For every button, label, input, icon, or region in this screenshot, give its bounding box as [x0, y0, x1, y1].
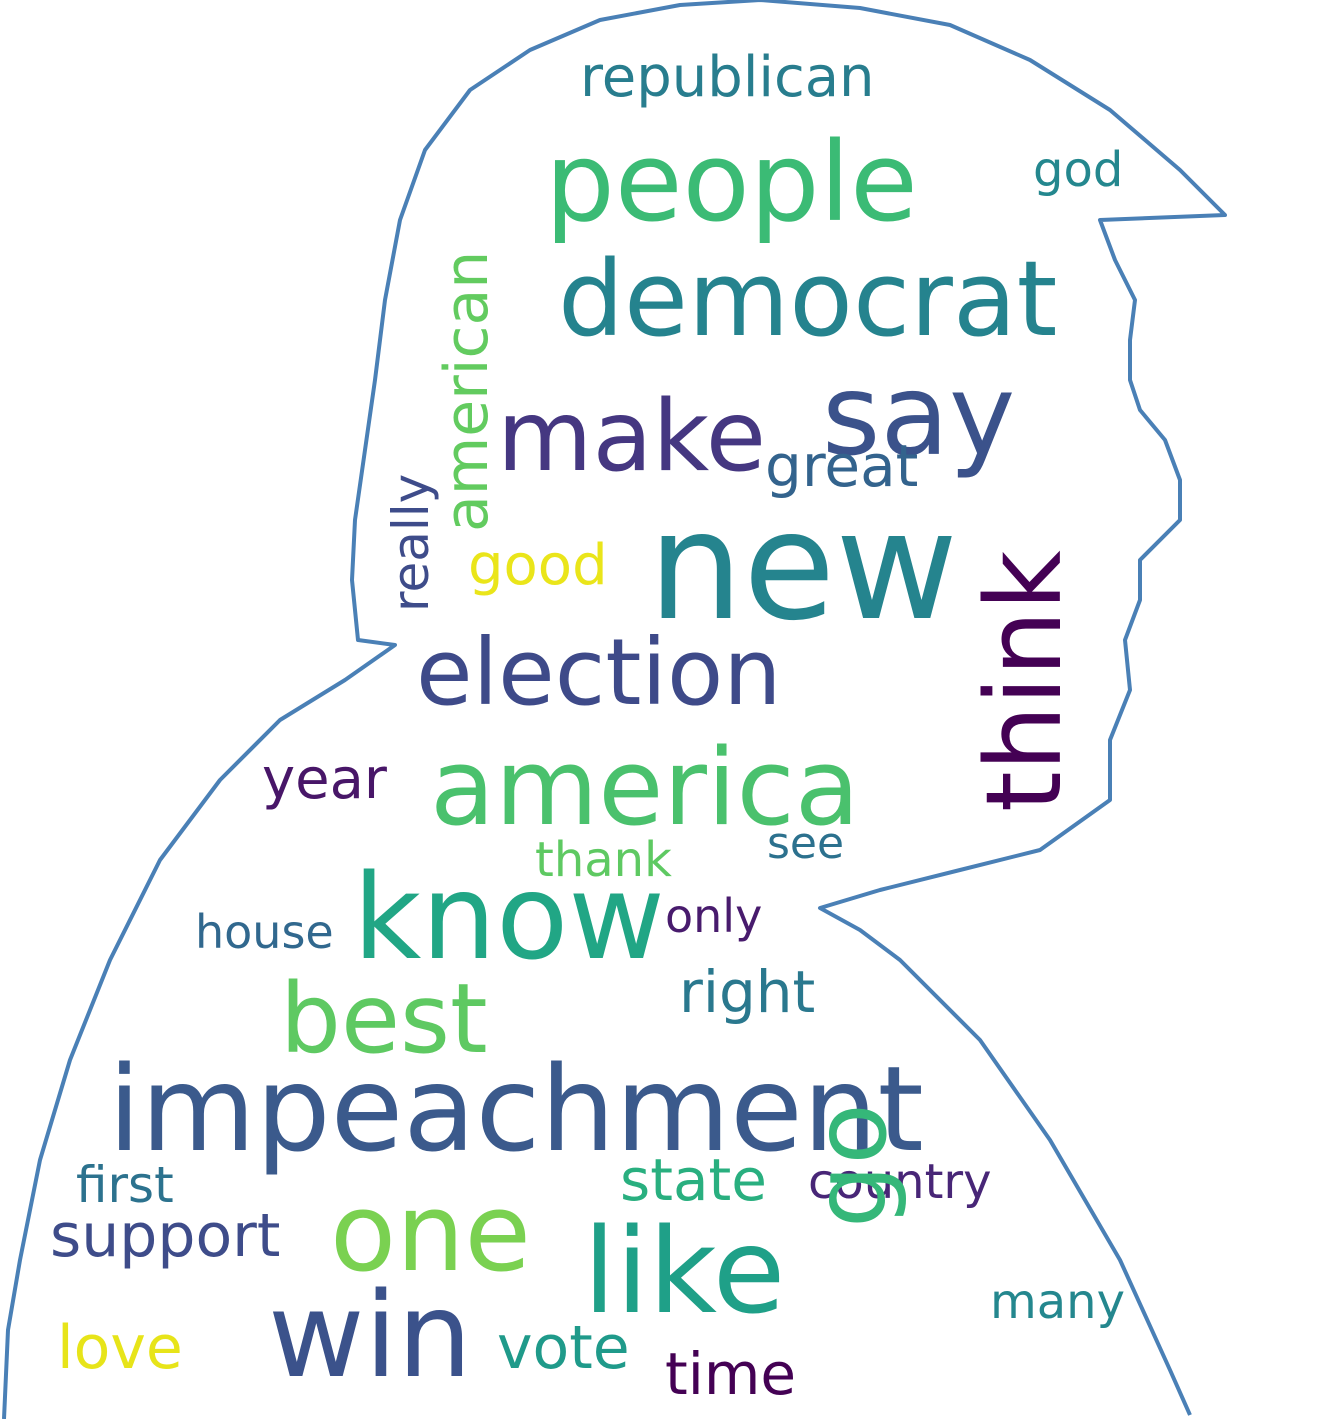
cloud-word-know: know: [353, 848, 665, 986]
cloud-word-state: state: [620, 1146, 767, 1214]
cloud-word-impeachment: impeachment: [108, 1040, 924, 1178]
cloud-word-american: american: [432, 251, 502, 532]
cloud-word-many: many: [990, 1274, 1125, 1330]
cloud-word-like: like: [583, 1202, 785, 1340]
cloud-word-thank: thank: [535, 832, 672, 888]
cloud-word-love: love: [57, 1313, 183, 1383]
cloud-word-think: think: [963, 550, 1085, 812]
cloud-word-see: see: [767, 818, 844, 869]
cloud-word-democrat: democrat: [558, 238, 1057, 360]
cloud-word-america: america: [430, 726, 860, 849]
cloud-word-good: good: [468, 533, 608, 598]
cloud-word-go: go: [792, 1103, 909, 1228]
cloud-word-support: support: [50, 1201, 280, 1271]
cloud-word-time: time: [665, 1340, 796, 1408]
cloud-word-new: new: [648, 480, 958, 654]
cloud-word-year: year: [262, 747, 388, 812]
cloud-word-best: best: [280, 963, 488, 1075]
cloud-word-right: right: [679, 958, 815, 1026]
cloud-word-one: one: [330, 1171, 531, 1296]
cloud-word-people: people: [545, 118, 918, 246]
cloud-word-say: say: [822, 351, 1015, 481]
cloud-word-republican: republican: [580, 45, 875, 110]
cloud-word-only: only: [665, 889, 762, 943]
cloud-word-vote: vote: [497, 1313, 630, 1383]
cloud-word-really: really: [382, 474, 440, 612]
cloud-word-country: country: [808, 1154, 992, 1210]
cloud-word-god: god: [1033, 142, 1123, 198]
cloud-word-first: first: [76, 1156, 174, 1214]
cloud-word-house: house: [195, 905, 334, 959]
silhouette-outline: [2, 0, 1227, 1419]
cloud-word-win: win: [268, 1266, 472, 1404]
cloud-word-great: great: [765, 432, 918, 500]
cloud-word-election: election: [416, 619, 782, 726]
cloud-word-make: make: [497, 380, 766, 494]
